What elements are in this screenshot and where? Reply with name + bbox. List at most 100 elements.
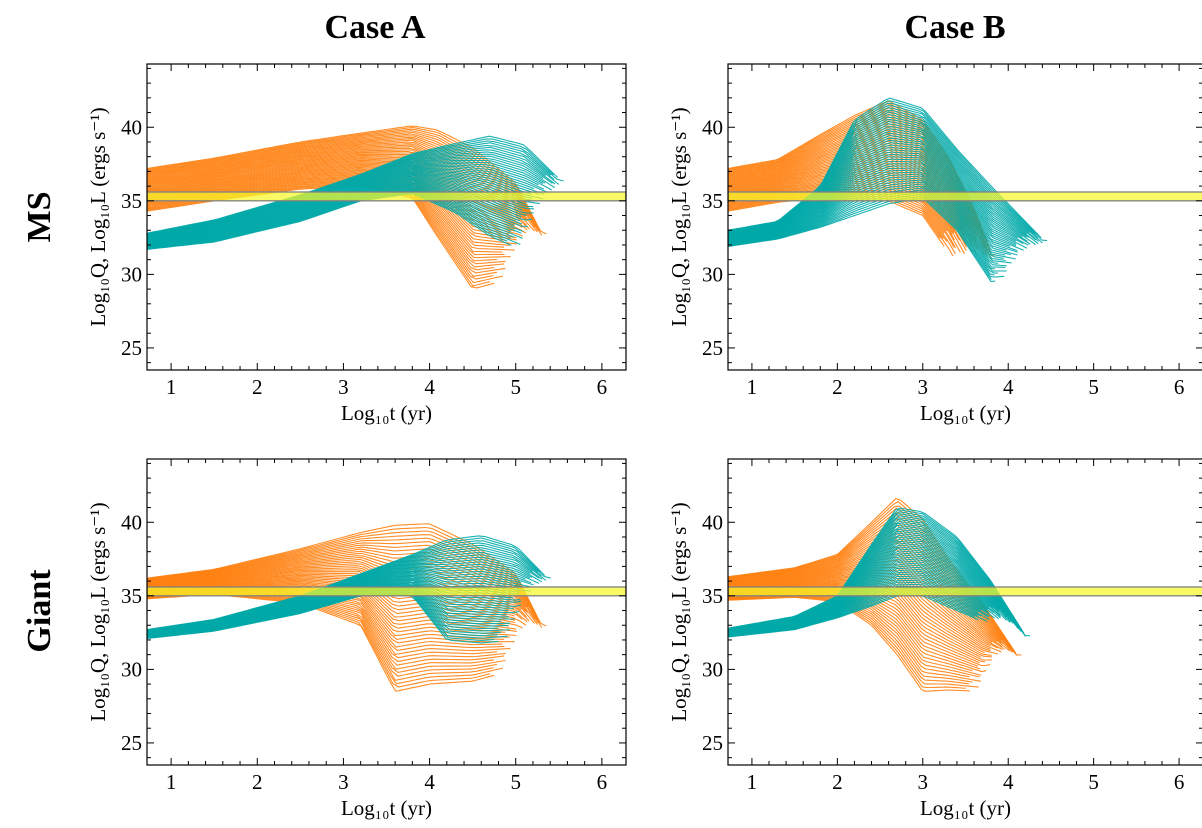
teal-curve-bundle bbox=[147, 135, 564, 250]
teal-curve bbox=[728, 153, 1024, 251]
highlight-band bbox=[728, 191, 1202, 202]
orange-curve bbox=[147, 560, 522, 610]
y-axis-label: Log₁₀Q, Log₁₀L (ergs s⁻¹) bbox=[667, 502, 691, 721]
orange-curve bbox=[147, 572, 516, 617]
panel-giant-case-b: 1 2 3 4 5 6 25 30 35 40 Log₁₀t (yr) Log₁₀Q, Log₁₀L … bbox=[667, 458, 1202, 820]
plot-frame bbox=[727, 63, 1202, 371]
y-axis: 25 30 35 40 bbox=[702, 67, 1202, 364]
x-tick-label: 5 bbox=[1088, 770, 1099, 794]
highlight-band bbox=[147, 586, 626, 597]
x-tick-label: 3 bbox=[338, 770, 349, 794]
x-tick-label: 4 bbox=[1003, 770, 1014, 794]
teal-curve bbox=[728, 111, 1030, 233]
y-tick-label: 30 bbox=[702, 262, 723, 286]
plot-frame bbox=[727, 458, 1202, 766]
x-axis: 1 2 3 4 5 6 bbox=[747, 459, 1185, 794]
band-fill bbox=[147, 191, 626, 202]
x-tick-label: 6 bbox=[597, 375, 608, 399]
y-tick-label: 40 bbox=[121, 115, 142, 139]
column-title-case-b: Case B bbox=[904, 9, 1005, 46]
orange-curve bbox=[147, 170, 515, 251]
y-axis: 25 30 35 40 bbox=[121, 462, 626, 759]
x-axis-label: Log₁₀t (yr) bbox=[920, 796, 1011, 820]
teal-curve bbox=[728, 139, 1029, 246]
x-tick-label: 5 bbox=[1088, 375, 1099, 399]
x-tick-label: 2 bbox=[252, 770, 263, 794]
x-tick-label: 4 bbox=[424, 375, 435, 399]
x-axis: 1 2 3 4 5 6 bbox=[166, 459, 607, 794]
orange-curve bbox=[147, 546, 539, 624]
highlight-band bbox=[147, 191, 626, 202]
orange-curve bbox=[147, 147, 522, 219]
x-tick-label: 4 bbox=[1003, 375, 1014, 399]
y-tick-label: 40 bbox=[702, 510, 723, 534]
x-tick-label: 1 bbox=[747, 770, 758, 794]
highlight-band bbox=[728, 586, 1202, 597]
y-tick-label: 30 bbox=[121, 262, 142, 286]
y-tick-label: 25 bbox=[121, 731, 142, 755]
x-tick-label: 5 bbox=[510, 770, 521, 794]
orange-curve bbox=[147, 541, 543, 628]
y-tick-label: 25 bbox=[121, 336, 142, 360]
x-tick-label: 6 bbox=[1174, 375, 1185, 399]
y-axis: 25 30 35 40 bbox=[121, 67, 626, 364]
band-fill bbox=[728, 586, 1202, 597]
y-tick-label: 25 bbox=[702, 336, 723, 360]
x-tick-label: 1 bbox=[166, 770, 177, 794]
y-axis-label: Log₁₀Q, Log₁₀L (ergs s⁻¹) bbox=[86, 502, 110, 721]
x-tick-label: 1 bbox=[166, 375, 177, 399]
panel-ms-case-b: 1 2 3 4 5 6 25 30 35 40 Log₁₀t (yr) Log₁₀Q, Log₁₀L … bbox=[667, 63, 1202, 425]
x-tick-label: 2 bbox=[252, 375, 263, 399]
column-title-case-a: Case A bbox=[324, 9, 426, 46]
teal-curve bbox=[728, 119, 1028, 235]
y-tick-label: 35 bbox=[121, 584, 142, 608]
teal-curve bbox=[728, 100, 1038, 235]
orange-curve bbox=[147, 171, 503, 253]
band-fill bbox=[147, 586, 626, 597]
x-tick-label: 3 bbox=[338, 375, 349, 399]
x-tick-label: 2 bbox=[832, 375, 843, 399]
y-axis-label: Log₁₀Q, Log₁₀L (ergs s⁻¹) bbox=[86, 107, 110, 326]
x-tick-label: 3 bbox=[918, 770, 929, 794]
teal-curve bbox=[147, 135, 558, 234]
x-tick-label: 3 bbox=[918, 375, 929, 399]
teal-curve bbox=[147, 535, 546, 631]
x-tick-label: 6 bbox=[1174, 770, 1185, 794]
orange-curve bbox=[147, 578, 510, 627]
orange-curve bbox=[147, 166, 517, 245]
orange-curve bbox=[728, 538, 1002, 644]
x-axis-label: Log₁₀t (yr) bbox=[920, 401, 1011, 425]
orange-curve bbox=[147, 168, 510, 246]
orange-curve bbox=[147, 128, 547, 235]
plot-area bbox=[728, 97, 1202, 283]
orange-curve bbox=[147, 126, 537, 224]
orange-curve bbox=[147, 534, 534, 613]
y-axis-label: Log₁₀Q, Log₁₀L (ergs s⁻¹) bbox=[667, 107, 691, 326]
y-tick-label: 30 bbox=[121, 657, 142, 681]
band-fill bbox=[728, 191, 1202, 202]
teal-curve bbox=[728, 147, 1028, 249]
x-axis-label: Log₁₀t (yr) bbox=[341, 401, 432, 425]
teal-curve bbox=[147, 142, 552, 235]
orange-curve bbox=[147, 169, 505, 248]
y-tick-label: 35 bbox=[702, 189, 723, 213]
orange-curve bbox=[147, 558, 536, 624]
x-axis: 1 2 3 4 5 6 bbox=[166, 64, 607, 399]
plot-area bbox=[147, 125, 626, 289]
y-tick-label: 40 bbox=[702, 115, 723, 139]
plot-frame bbox=[146, 63, 627, 371]
teal-curve bbox=[728, 133, 1028, 242]
row-title-giant: Giant bbox=[21, 569, 58, 653]
orange-curve bbox=[147, 160, 523, 237]
x-tick-label: 2 bbox=[832, 770, 843, 794]
teal-curve bbox=[728, 507, 1025, 634]
x-axis-label: Log₁₀t (yr) bbox=[341, 796, 432, 820]
orange-curve bbox=[147, 125, 541, 232]
y-tick-label: 30 bbox=[702, 657, 723, 681]
orange-curve bbox=[147, 571, 523, 620]
x-tick-label: 6 bbox=[597, 770, 608, 794]
y-tick-label: 35 bbox=[121, 189, 142, 213]
x-tick-label: 4 bbox=[424, 770, 435, 794]
panel-ms-case-a: 1 2 3 4 5 6 25 30 35 40 Log₁₀t (yr) Log₁₀Q, Log₁₀L … bbox=[86, 63, 627, 425]
